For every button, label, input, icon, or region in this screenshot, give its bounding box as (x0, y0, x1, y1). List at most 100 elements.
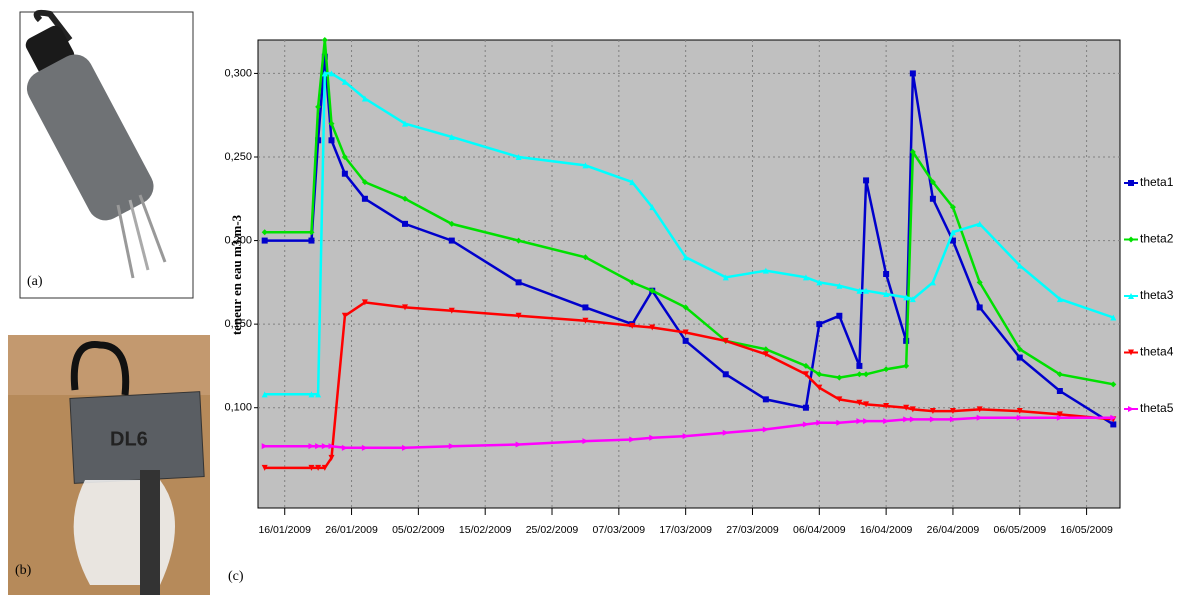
marker (515, 279, 522, 286)
marker (682, 329, 689, 336)
marker (976, 220, 983, 227)
marker (816, 371, 823, 378)
marker (883, 366, 890, 373)
marker (909, 296, 916, 303)
marker (762, 396, 769, 403)
marker (929, 195, 936, 202)
marker (341, 154, 348, 160)
marker (315, 137, 322, 144)
marker (649, 324, 656, 331)
marker (1128, 349, 1134, 356)
marker (722, 274, 729, 281)
marker (1056, 411, 1063, 418)
marker (402, 444, 409, 451)
x-tick-label: 26/01/2009 (325, 524, 378, 536)
marker (903, 416, 910, 423)
marker (361, 95, 368, 102)
marker (816, 419, 823, 426)
photo-b: DL6 (b) (8, 335, 210, 595)
marker (341, 170, 348, 177)
marker (903, 404, 910, 411)
marker (361, 179, 368, 186)
marker (261, 464, 268, 471)
marker (448, 220, 455, 227)
x-tick-label: 26/04/2009 (927, 524, 980, 536)
marker (261, 229, 268, 236)
marker (903, 362, 910, 369)
marker (328, 70, 335, 77)
marker (582, 254, 589, 261)
marker (328, 443, 335, 450)
marker (682, 433, 689, 440)
marker (976, 406, 983, 413)
x-tick-label: 07/03/2009 (593, 524, 646, 536)
series-line (264, 72, 1114, 396)
marker (321, 464, 328, 471)
marker (629, 279, 636, 286)
marker (1016, 346, 1023, 353)
x-tick-label: 06/04/2009 (793, 524, 846, 536)
marker (976, 414, 983, 421)
marker (308, 229, 315, 236)
marker (836, 282, 843, 289)
marker (976, 279, 983, 286)
marker (402, 304, 409, 311)
marker (402, 220, 409, 227)
marker (949, 416, 956, 423)
marker (722, 337, 729, 344)
marker (1056, 414, 1063, 421)
marker (308, 464, 315, 471)
marker (1016, 262, 1023, 269)
marker (863, 177, 870, 184)
marker (328, 454, 335, 461)
marker (856, 399, 863, 406)
marker (315, 443, 322, 450)
y-tick-label: 0,200 (224, 234, 252, 246)
marker (949, 408, 956, 415)
marker (949, 229, 956, 236)
marker (802, 421, 809, 428)
marker (816, 384, 823, 391)
marker (402, 120, 409, 127)
x-tick-label: 05/02/2009 (392, 524, 445, 536)
marker (883, 291, 890, 298)
marker (582, 317, 589, 324)
marker (448, 307, 455, 314)
marker (261, 443, 268, 450)
x-tick-label: 16/05/2009 (1060, 524, 1113, 536)
marker (909, 70, 916, 77)
x-tick-label: 15/02/2009 (459, 524, 512, 536)
logger-text: DL6 (110, 428, 148, 450)
marker (816, 321, 823, 328)
chart: teneur en eau m3.m-3 (c) 0,100 0,150 0,200… (224, 37, 1174, 584)
marker (1110, 381, 1117, 388)
series-line (264, 56, 1114, 426)
marker (863, 401, 870, 408)
marker (883, 418, 890, 425)
y-axis-label: teneur en eau m3.m-3 (229, 214, 244, 335)
marker (949, 204, 956, 211)
x-tick-label: 17/03/2009 (659, 524, 712, 536)
marker (582, 304, 589, 311)
marker (1128, 236, 1134, 243)
marker (909, 148, 916, 155)
photo-a: (a) (19, 9, 194, 299)
marker (315, 103, 322, 110)
legend-label: theta3 (1140, 288, 1174, 302)
marker (1110, 314, 1117, 321)
marker (722, 429, 729, 436)
marker (261, 237, 268, 244)
x-tick-label: 06/05/2009 (993, 524, 1046, 536)
marker (321, 53, 328, 60)
marker (802, 362, 809, 369)
marker (883, 271, 890, 277)
marker (802, 274, 809, 281)
marker (903, 294, 910, 301)
marker (361, 195, 368, 202)
marker (328, 137, 335, 144)
marker (582, 162, 589, 169)
panel-label: (c) (228, 569, 244, 584)
marker (1128, 293, 1134, 299)
marker (856, 371, 863, 378)
